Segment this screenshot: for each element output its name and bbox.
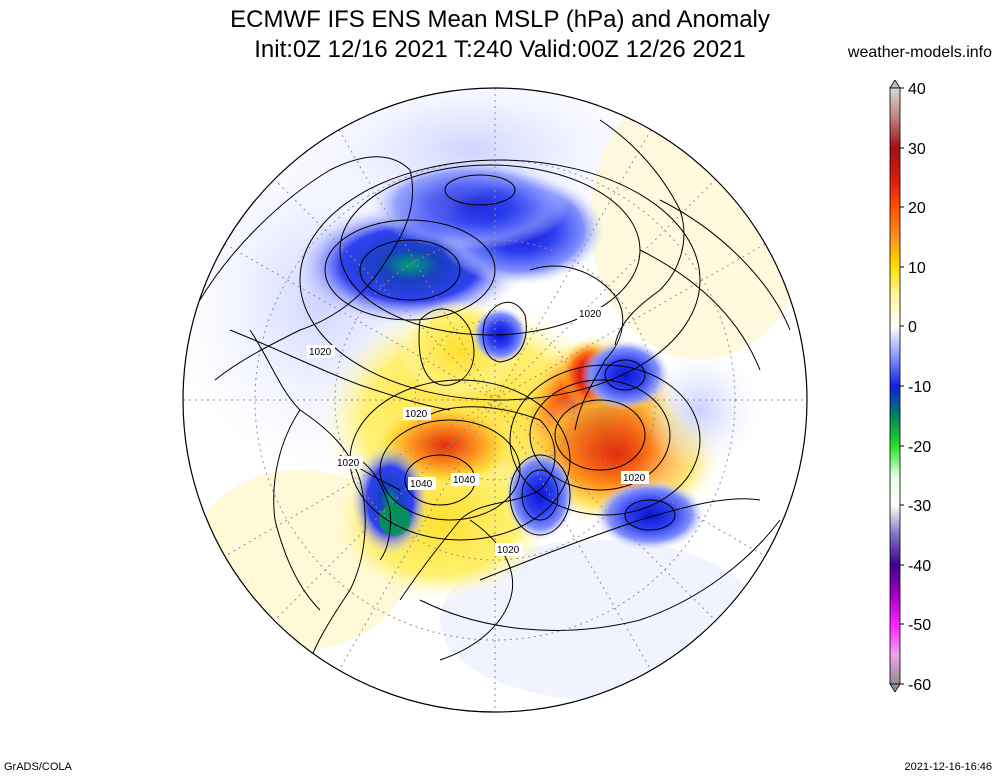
colorbar-tick: 10	[908, 260, 926, 277]
isobar-label: 1020	[405, 409, 428, 420]
software-credit: GrADS/COLA	[4, 761, 72, 773]
colorbar: 40 30 20 10 0 -10 -20 -30 -40 -50 -60	[889, 80, 931, 692]
colorbar-top-arrow	[889, 80, 901, 89]
anomaly-field	[183, 88, 807, 712]
colorbar-tick: -10	[908, 379, 931, 396]
colorbar-tick: -50	[908, 617, 931, 634]
colorbar-ticks: 40 30 20 10 0 -10 -20 -30 -40 -50 -60	[900, 81, 931, 692]
isobar-label: 1040	[410, 479, 433, 490]
colorbar-tick: 30	[908, 141, 926, 158]
colorbar-tick: -20	[908, 439, 931, 456]
isobar-label: 1020	[579, 309, 602, 320]
colorbar-tick: -30	[908, 498, 931, 515]
map-boundary	[182, 87, 808, 713]
map-title: ECMWF IFS ENS Mean MSLP (hPa) and Anomal…	[230, 6, 770, 33]
map-subtitle: Init:0Z 12/16 2021 T:240 Valid:00Z 12/26…	[254, 36, 746, 63]
isobar-labels: 1020 1020 1020 1020 1040 1040 1020 1020	[307, 307, 649, 556]
colorbar-bottom-arrow	[889, 683, 901, 692]
colorbar-tick: -60	[908, 677, 931, 692]
colorbar-tick: 40	[908, 81, 926, 98]
colorbar-tick: 20	[908, 200, 926, 217]
isobar-label: 1020	[309, 347, 332, 358]
isobar-label: 1020	[497, 545, 520, 556]
generation-timestamp: 2021-12-16-16:46	[904, 761, 992, 773]
source-site: weather-models.info	[847, 44, 992, 61]
isobar-label: 1020	[623, 473, 646, 484]
colorbar-scale	[889, 87, 901, 685]
colorbar-tick: 0	[908, 319, 917, 336]
isobar-label: 1020	[337, 458, 360, 469]
coastlines	[199, 119, 685, 691]
isobar-label: 1040	[453, 475, 476, 486]
isobars	[229, 159, 791, 631]
polar-map: 1020 1020 1020 1020 1040 1040 1020 1020	[182, 87, 808, 713]
colorbar-tick: -40	[908, 558, 931, 575]
